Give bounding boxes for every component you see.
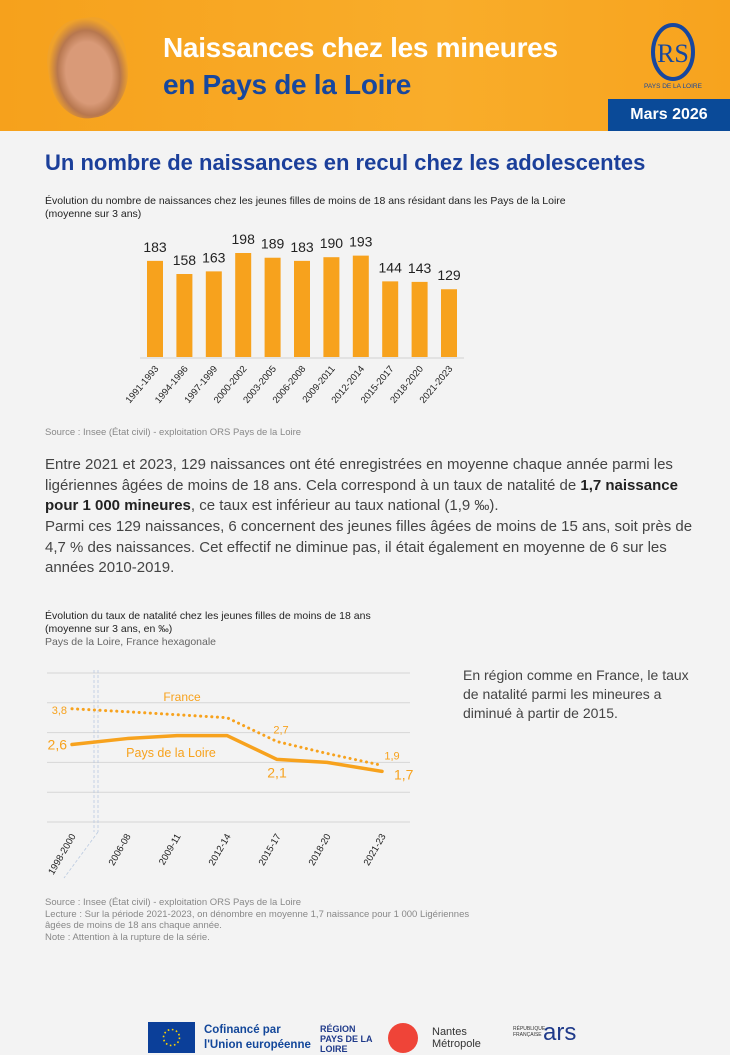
bar-2015-2017 [382,281,399,357]
eu-flag-logo [148,1022,195,1053]
side-text: En région comme en France, le taux de na… [463,667,689,721]
bar-value-label: 143 [408,260,432,276]
data-label: 2,1 [267,764,287,780]
bar-2009-2011 [323,257,340,357]
paragraph-1-text-b: , ce taux est inférieur au taux national… [190,497,499,514]
line-chart-lecture-2: âgées de moins de 18 ans chaque année. [45,920,222,931]
bar-1994-1996 [176,274,193,357]
series-line-pays-de-la-loire [70,733,384,774]
logo-mark: RS [657,39,689,68]
x-tick-label: 2021-23 [362,832,389,868]
bar-value-label: 183 [143,239,167,255]
line-chart: 3,8 2,7 1,9 2,6 2,1 1,7 France Pays de la Loire… [46,670,414,879]
title-line-1: Naissances chez les mineures [163,32,558,63]
eu-cofinance-text: Cofinancé par l'Union européenne [204,1023,311,1053]
x-tick-label: 2009-11 [157,832,184,867]
bar-2012-2014 [352,255,369,357]
ors-logo: RS PAYS DE LA LOIRE [644,23,703,90]
data-label: 1,9 [384,750,399,762]
data-label: 3,8 [52,705,67,717]
bar-chart: 1831991-19931581994-19961631997-19991982… [124,231,464,406]
x-tick-label: 2006-08 [107,832,134,868]
line-chart-lecture: Lecture : Sur la période 2021-2023, on d… [45,908,470,920]
x-tick-label: 2012-14 [207,832,234,868]
section-title: Un nombre de naissances en recul chez le… [45,150,646,175]
line-chart-source: Source : Insee (État civil) - exploitati… [45,897,302,908]
loire-atlantique-logo [388,1023,418,1053]
bar-2000-2002 [235,253,252,357]
line-chart-subtitle: (moyenne sur 3 ans, en ‰) [45,623,173,635]
ars-logo: ars [543,1019,577,1046]
date-badge: Mars 2026 [608,99,730,131]
data-label: 2,6 [48,737,68,753]
paragraph-2: Parmi ces 129 naissances, 6 concernent d… [45,518,693,576]
line-chart-subtitle-2: Pays de la Loire, France hexagonale [45,636,217,648]
series-label-france: France [163,690,201,704]
eu-line-1: Cofinancé par [204,1024,281,1036]
bar-chart-subtitle: (moyenne sur 3 ans) [45,208,142,220]
nantes-metropole-logo: Nantes Métropole [432,1026,481,1050]
bar-value-label: 190 [320,235,344,251]
logo-sub: PAYS DE LA LOIRE [644,83,703,90]
paragraph-1: Entre 2021 et 2023, 129 naissances ont é… [45,455,695,517]
eu-line-2: l'Union européenne [204,1039,311,1051]
x-tick-label: 2018-20 [307,832,334,868]
bar-value-label: 193 [349,234,373,250]
bar-value-label: 163 [202,249,226,265]
bar-value-label: 189 [261,236,285,252]
line-chart-title: Évolution du taux de natalité chez les j… [45,610,371,622]
data-label: 2,7 [273,725,288,737]
paragraph-1-text-a: Entre 2021 et 2023, 129 naissances ont é… [45,456,673,494]
bar-value-label: 129 [437,267,461,283]
bar-value-label: 158 [173,252,197,268]
line-chart-note: Note : Attention à la rupture de la séri… [45,931,210,943]
axis-break-line [63,831,99,879]
bar-2021-2023 [441,289,457,357]
title-line-2: en Pays de la Loire [163,69,411,100]
x-tick-label: 2015-17 [257,832,284,868]
bar-1991-1993 [147,260,163,357]
paragraph-1-bold: 1,7 naissance pour 1 000 mineures [45,476,678,515]
bar-1997-1999 [205,271,222,357]
bar-value-label: 144 [379,259,403,275]
bar-2006-2008 [294,260,310,357]
header-banner: Naissances chez les mineures en Pays de … [0,0,730,131]
series-label-pays-de-la-loire: Pays de la Loire [126,746,216,760]
x-tick-label: 1998-2000 [46,832,78,877]
region-logo: RÉGION PAYS DE LA LOIRE [320,1024,373,1054]
bar-value-label: 198 [232,231,256,247]
data-label: 1,7 [394,766,414,782]
republique-francaise-logo: RÉPUBLIQUE FRANÇAISE [513,1026,546,1038]
bar-2003-2005 [264,257,281,357]
bar-value-label: 183 [290,239,314,255]
bar-chart-title: Évolution du nombre de naissances chez l… [45,195,566,207]
bar-chart-source: Source : Insee (État civil) - exploitati… [45,427,302,438]
bar-2018-2020 [411,281,428,357]
